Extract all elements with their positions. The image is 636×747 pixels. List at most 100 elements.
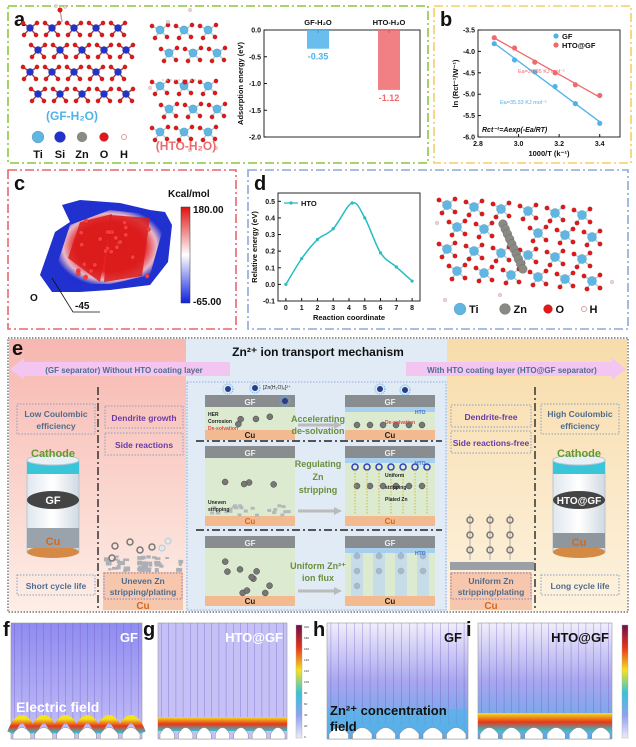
panel-f-electric-field-gf [7,622,146,740]
concentration-colorbar [621,624,629,739]
schematic-note: HER [208,412,219,418]
surface-atom [81,261,87,267]
cu-label: Cu [245,597,256,606]
ti-atom [179,25,189,35]
surface-atom [97,236,103,242]
o-atom [77,76,83,82]
high-ce-box [540,403,620,435]
x-tick-label: 5 [363,305,367,312]
colorbar-tick-label: 20 [304,724,308,728]
o-atom [222,45,228,51]
data-point-GF [511,57,518,63]
ti-atom [523,206,533,216]
o-atom [51,54,57,60]
o-atom [533,215,539,221]
arrhenius-formula: Rct⁻¹=Aexp(-Ea/RT) [482,127,548,134]
o-atom [56,20,62,26]
zn-ion [266,582,273,589]
row2-label: Regulating [295,459,342,469]
gf-separator [345,446,435,458]
y-tick-label: -3.5 [463,28,475,35]
o-atom [570,226,576,232]
short-cycle-life-label: Short cycle life [26,581,87,591]
data-point-HTO@GF [552,70,558,76]
colorbar-tick-label: 200 [304,625,309,629]
ti-atom [533,272,543,282]
o-atom [64,86,70,92]
cu-label: Cu [136,601,149,612]
electrode-bump [399,727,420,740]
dendrite-piece [234,506,239,510]
colorbar-tick-label: 80 [304,691,308,695]
dendrite-piece [118,562,123,565]
x-tick-label: 3.0 [514,141,524,148]
o-atom [100,20,106,26]
dendrite-piece [243,509,248,513]
solvated-ion-label: [Zn(H₂O)₆]²⁺ [263,385,291,391]
o-atom [500,267,506,273]
o-atom [503,280,509,286]
electrostatic-potential-surface [40,200,172,292]
process-arrow-head [334,587,342,595]
data-point-HTO@GF [597,92,603,99]
o-atom [29,54,35,60]
o-atom [185,114,191,120]
zn-ion [486,531,494,539]
zn-ion [379,482,387,490]
row3-label: Uniform Zn²⁺ [290,561,346,571]
o-atom [597,285,603,291]
o-atom [222,101,228,107]
panel-e: e Zn²⁺ ion transport mechanism (GF separ… [7,337,629,613]
colorbar-max: 180.00 [193,205,224,216]
o-atom [560,217,566,223]
panel-label: e [12,338,23,360]
o-atom [55,32,61,38]
gas-bubble [164,537,172,545]
zn-ion [392,421,400,429]
o-atom [173,57,179,63]
zn-ion [405,421,413,429]
o-atom [100,64,106,70]
esp-colorbar [180,206,191,304]
gf-separator [205,446,295,458]
dendrite-piece [115,555,119,558]
separator-label: GF [45,495,61,507]
zn-ion [418,482,426,490]
right-arrow [406,358,626,380]
zn-ion [236,566,244,573]
uneven-label: stripping/plating [110,587,177,597]
electrode-bump [422,727,443,740]
hto-gf-tag: HTO@GF [225,630,283,645]
side-reactions-label: Side reactions [115,440,173,450]
o-atom [152,91,158,97]
surface-atom [114,244,120,250]
o-atom [86,42,92,48]
ti-atom [587,232,597,242]
o-atom [554,227,560,233]
zn-ion [506,546,514,554]
h-atom [188,148,192,152]
zn-ion [506,531,514,539]
o-atom [446,263,452,269]
o-atom [543,237,549,243]
legend-marker [289,201,293,205]
o-atom [56,64,62,70]
cathode-label: Cathode [31,448,75,460]
electrode-bump [569,727,588,740]
o-atom [557,240,563,246]
zn-ion [418,421,426,429]
mechanism-rows: GFCuHERCorrosionDe-solvationGFCuHTODe-so… [205,382,435,606]
o-atom [107,98,113,104]
ti-atom-icon [31,130,45,144]
solvation-shell [279,395,291,407]
zn-ion [366,482,374,490]
zn-ion [353,482,361,490]
zn-ion [366,421,374,429]
surface-atom [79,242,85,248]
field-hotspot [116,715,146,735]
o-atom [570,283,576,289]
dendrite-piece [151,556,157,559]
o-atom [182,102,188,108]
